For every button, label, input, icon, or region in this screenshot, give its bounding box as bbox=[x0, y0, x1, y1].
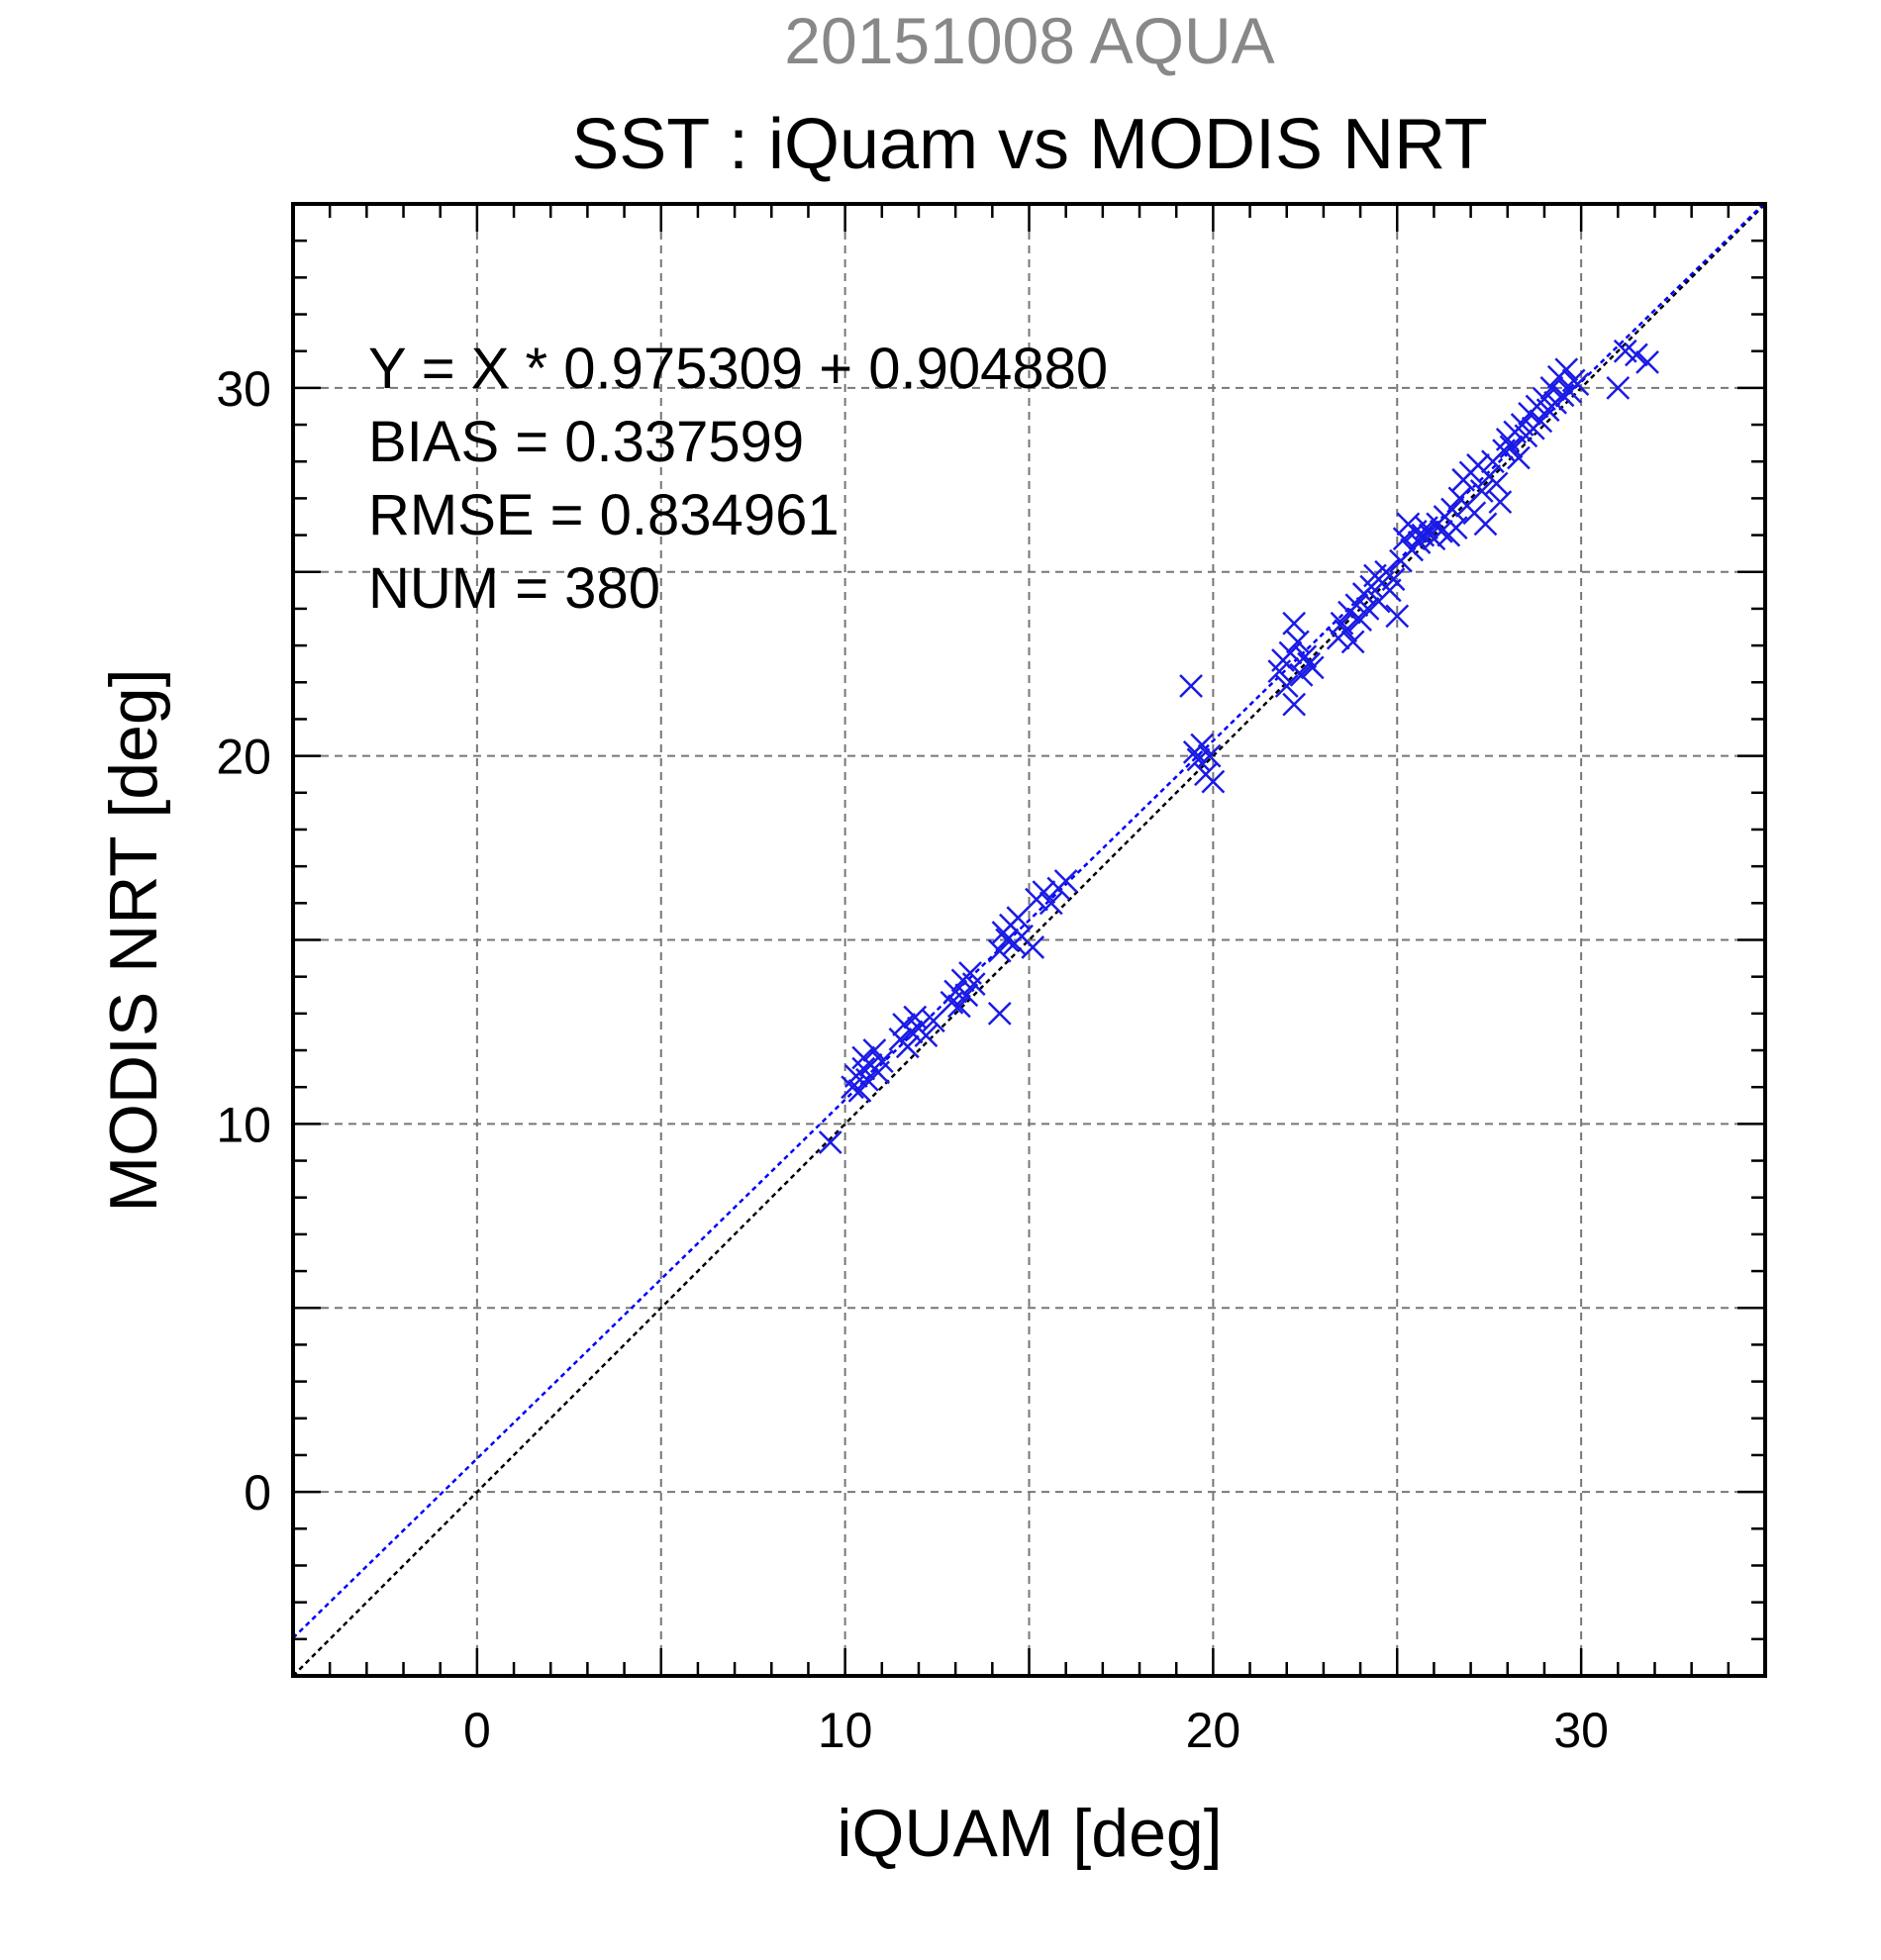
data-point bbox=[1006, 906, 1031, 931]
data-point bbox=[1484, 471, 1509, 496]
data-point bbox=[847, 1079, 872, 1103]
data-point bbox=[1289, 662, 1314, 687]
data-point bbox=[1385, 604, 1410, 629]
data-point bbox=[899, 1020, 924, 1044]
data-point bbox=[1625, 343, 1648, 367]
data-point bbox=[1293, 644, 1318, 669]
data-point bbox=[818, 1130, 842, 1154]
data-point bbox=[1278, 640, 1303, 665]
data-point bbox=[921, 1009, 945, 1033]
y-tick-label: 30 bbox=[216, 361, 271, 417]
grid-lines bbox=[293, 204, 1765, 1676]
data-point bbox=[1340, 630, 1365, 654]
data-point bbox=[1469, 479, 1494, 503]
data-point bbox=[1274, 674, 1299, 698]
data-point bbox=[1392, 527, 1417, 551]
data-point bbox=[1407, 531, 1432, 554]
data-point bbox=[1499, 435, 1524, 459]
data-point bbox=[855, 1067, 879, 1092]
regression-equation: Y = X * 0.975309 + 0.904880 bbox=[368, 337, 1108, 401]
y-tick-label: 0 bbox=[244, 1465, 271, 1520]
x-tick-label: 10 bbox=[818, 1703, 873, 1758]
data-points bbox=[818, 339, 1659, 1154]
data-point bbox=[1021, 935, 1045, 959]
data-point bbox=[1300, 655, 1325, 680]
data-point bbox=[1039, 891, 1063, 916]
data-point bbox=[1507, 445, 1531, 470]
data-point bbox=[1443, 516, 1468, 540]
data-point bbox=[1282, 692, 1307, 717]
data-point bbox=[862, 1038, 887, 1062]
data-point bbox=[995, 928, 1020, 952]
data-point bbox=[961, 972, 986, 996]
data-point bbox=[946, 994, 971, 1019]
data-point bbox=[1355, 597, 1380, 621]
data-point bbox=[1473, 512, 1498, 537]
count-stat: NUM = 380 bbox=[368, 556, 660, 621]
chart-title: SST : iQuam vs MODIS NRT bbox=[571, 105, 1488, 184]
data-point bbox=[987, 938, 1012, 963]
data-point bbox=[1032, 880, 1056, 905]
data-point bbox=[1554, 357, 1579, 382]
x-axis-label: iQUAM [deg] bbox=[837, 1796, 1222, 1871]
data-point bbox=[1285, 630, 1310, 654]
y-axis-label: MODIS NRT [deg] bbox=[96, 668, 171, 1212]
data-point bbox=[1201, 769, 1226, 794]
y-tick-label: 20 bbox=[216, 730, 271, 785]
data-point bbox=[1539, 375, 1564, 400]
data-point bbox=[1606, 375, 1631, 400]
data-point bbox=[987, 1001, 1012, 1026]
tick-labels: 0 10 20 30 0 10 20 30 bbox=[216, 361, 1609, 1758]
data-point bbox=[869, 1049, 894, 1074]
x-tick-label: 20 bbox=[1186, 1703, 1241, 1758]
data-point bbox=[1488, 490, 1513, 515]
data-point bbox=[1190, 733, 1215, 757]
data-point bbox=[1197, 743, 1222, 768]
rmse-stat: RMSE = 0.834961 bbox=[368, 483, 840, 547]
data-point bbox=[914, 1024, 939, 1048]
x-tick-label: 30 bbox=[1553, 1703, 1609, 1758]
data-point bbox=[1381, 567, 1406, 592]
bias-stat: BIAS = 0.337599 bbox=[368, 410, 804, 474]
data-point bbox=[1635, 349, 1659, 374]
data-point bbox=[1550, 383, 1575, 408]
data-point bbox=[895, 1034, 920, 1059]
super-title: 20151008 AQUA bbox=[784, 4, 1274, 77]
data-point bbox=[1529, 409, 1553, 434]
data-point bbox=[1429, 519, 1453, 543]
data-point bbox=[1440, 497, 1464, 522]
data-point bbox=[1334, 619, 1358, 643]
data-point bbox=[1179, 674, 1203, 698]
x-tick-label: 0 bbox=[463, 1703, 491, 1758]
data-point bbox=[1282, 611, 1307, 636]
stats-annotations: Y = X * 0.975309 + 0.904880 BIAS = 0.337… bbox=[368, 337, 1108, 621]
data-point bbox=[954, 983, 979, 1008]
y-tick-label: 10 bbox=[216, 1097, 271, 1152]
data-point bbox=[1348, 608, 1372, 632]
data-point bbox=[1330, 611, 1354, 636]
tick-marks bbox=[291, 202, 1767, 1678]
data-point bbox=[1565, 372, 1590, 397]
data-point bbox=[1053, 869, 1078, 893]
